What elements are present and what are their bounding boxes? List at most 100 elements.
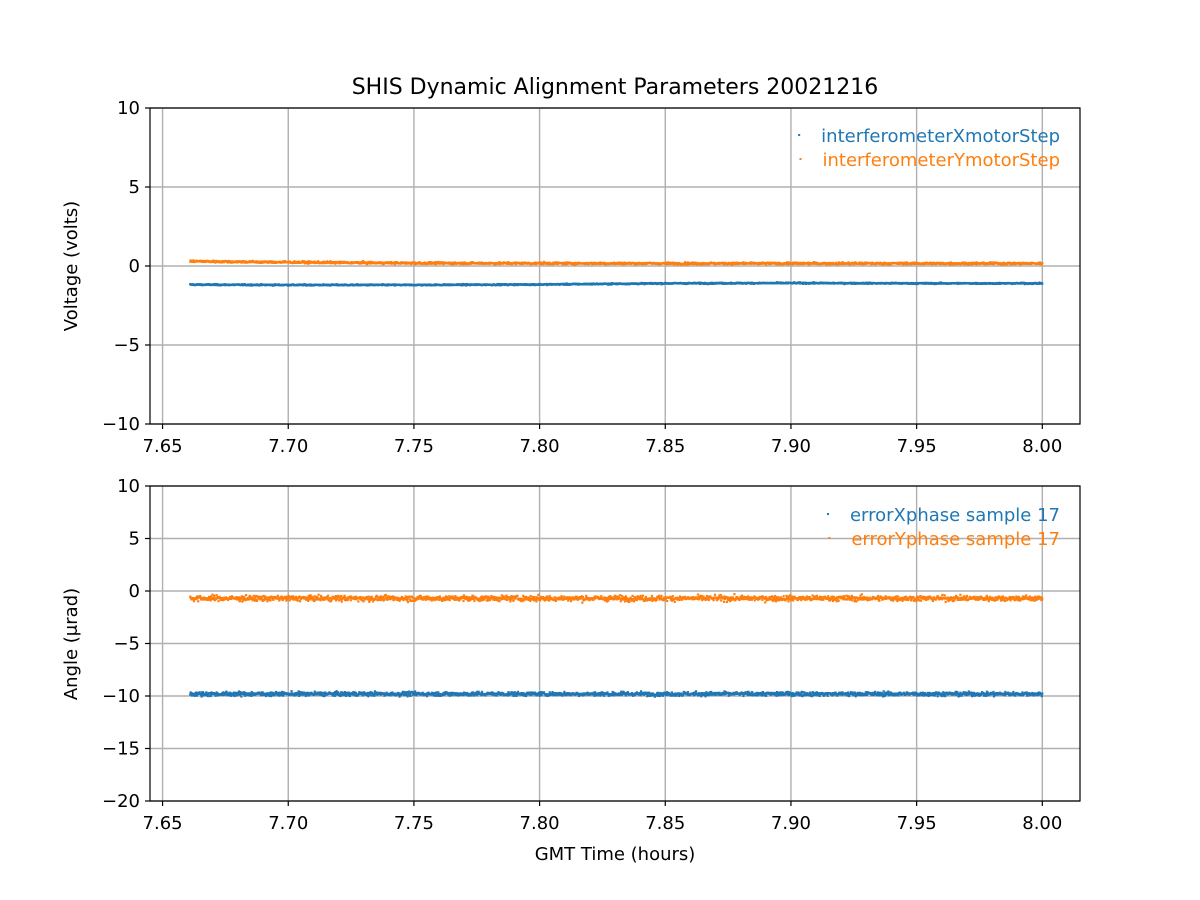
data-point <box>493 692 496 696</box>
data-point <box>565 263 568 266</box>
data-point <box>816 694 819 697</box>
data-point <box>750 693 753 697</box>
data-point <box>748 691 751 694</box>
data-point <box>551 690 554 694</box>
data-point <box>723 690 726 693</box>
data-point <box>471 691 475 694</box>
data-point <box>264 692 267 695</box>
data-point <box>775 693 778 696</box>
data-point <box>462 693 465 696</box>
data-point <box>769 693 773 696</box>
data-point <box>233 694 236 698</box>
data-point <box>205 691 208 694</box>
data-point <box>740 691 743 694</box>
data-point <box>261 693 264 697</box>
data-point <box>432 691 435 695</box>
data-point <box>548 691 551 694</box>
data-point <box>484 694 487 697</box>
data-point <box>1041 282 1044 285</box>
data-point <box>249 283 252 286</box>
data-point <box>347 692 350 696</box>
data-point <box>324 691 327 695</box>
data-point <box>1001 263 1005 266</box>
data-point <box>686 691 690 694</box>
data-point <box>601 691 604 694</box>
data-point <box>534 261 537 264</box>
data-point <box>373 690 377 693</box>
data-point <box>621 692 624 695</box>
data-point <box>575 691 578 694</box>
data-point <box>434 260 437 264</box>
data-point <box>454 692 457 695</box>
data-point <box>697 694 700 697</box>
data-point <box>540 693 543 697</box>
data-point <box>603 694 606 697</box>
data-point <box>530 693 533 697</box>
data-point <box>708 691 711 694</box>
data-point <box>802 261 805 264</box>
data-point <box>214 694 217 697</box>
data-point <box>408 693 412 696</box>
data-point <box>498 691 501 695</box>
data-point <box>305 693 308 696</box>
x-tick-label: 7.90 <box>771 436 811 457</box>
data-point <box>513 694 516 697</box>
data-point <box>268 694 271 697</box>
data-point <box>374 693 377 696</box>
data-point <box>537 693 540 696</box>
data-point <box>348 694 351 698</box>
data-point <box>717 693 720 696</box>
data-point <box>685 693 689 696</box>
data-point <box>343 693 346 697</box>
data-point <box>472 694 476 697</box>
data-point <box>274 692 277 696</box>
data-point <box>226 694 229 697</box>
data-point <box>529 691 532 695</box>
data-point <box>250 694 253 698</box>
data-point <box>671 261 674 264</box>
data-point <box>193 694 197 697</box>
data-point <box>221 693 224 697</box>
data-point <box>694 690 698 693</box>
data-point <box>539 693 542 696</box>
data-point <box>248 693 251 696</box>
data-point <box>673 694 676 697</box>
data-point <box>782 691 785 694</box>
data-point <box>677 694 681 697</box>
data-point <box>282 693 285 696</box>
data-point <box>811 691 815 694</box>
data-point <box>398 695 401 698</box>
data-point <box>194 692 197 695</box>
data-point <box>785 261 789 264</box>
data-point <box>705 693 709 697</box>
data-point <box>425 695 429 698</box>
data-point <box>515 694 518 697</box>
data-point <box>428 261 431 264</box>
data-point <box>642 693 646 696</box>
data-point <box>389 260 393 264</box>
data-point <box>796 693 799 696</box>
data-point <box>261 691 264 694</box>
data-point <box>388 692 391 695</box>
data-point <box>509 692 512 696</box>
data-point <box>358 691 361 694</box>
data-point <box>592 691 595 694</box>
data-point <box>265 694 268 697</box>
data-point <box>406 695 409 698</box>
data-point <box>656 691 659 695</box>
data-point <box>227 694 231 697</box>
data-point <box>563 690 566 694</box>
data-point <box>765 263 768 266</box>
data-point <box>612 691 615 694</box>
data-point <box>837 263 840 266</box>
data-point <box>302 693 305 696</box>
data-point <box>299 693 302 696</box>
data-point <box>452 263 455 266</box>
data-point <box>650 694 653 697</box>
data-point <box>812 260 816 264</box>
data-point <box>665 694 668 697</box>
data-point <box>192 259 195 262</box>
data-point <box>670 694 673 697</box>
data-point <box>520 691 523 695</box>
data-point <box>210 691 213 694</box>
